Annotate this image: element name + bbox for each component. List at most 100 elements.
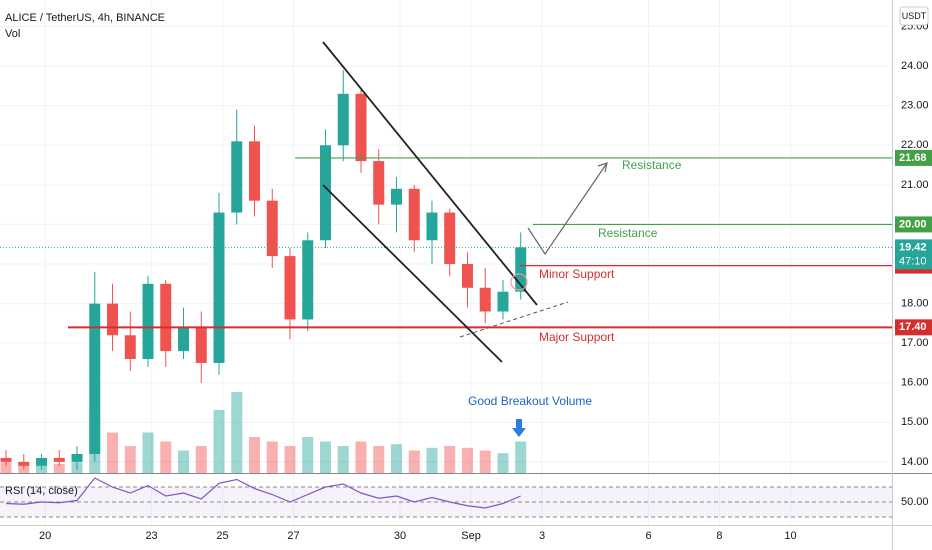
x-tick-label: 6 xyxy=(645,530,651,542)
level-text: Resistance xyxy=(598,226,658,240)
channel-upper xyxy=(322,41,538,306)
projection-arrow xyxy=(527,162,608,256)
price-label: 21.68 xyxy=(899,152,927,164)
candle-body xyxy=(497,291,509,312)
y-tick-label: 17.00 xyxy=(901,337,929,349)
rsi-line xyxy=(6,477,521,509)
volume-bar xyxy=(426,447,438,473)
price-label-box xyxy=(895,319,932,336)
volume-bar xyxy=(390,444,402,473)
volume-bar xyxy=(0,462,12,473)
y-tick-label: 24.00 xyxy=(901,60,929,72)
candle-body xyxy=(142,283,154,360)
rsi-label: RSI (14, close) xyxy=(5,485,78,497)
y-tick-label: 15.00 xyxy=(901,416,929,428)
currency-box[interactable] xyxy=(899,6,929,26)
volume-bar xyxy=(461,447,473,473)
currency[interactable]: USDT xyxy=(902,11,927,21)
candle-body xyxy=(319,145,331,241)
y-tick-label: 21.00 xyxy=(901,179,929,191)
candle-body xyxy=(461,264,473,288)
volume-bar xyxy=(142,432,154,473)
volume-bar xyxy=(160,441,172,473)
levels xyxy=(0,157,892,329)
y-tick-label: 18.00 xyxy=(901,297,929,309)
candle-body xyxy=(89,303,101,455)
level-text: Major Support xyxy=(539,330,615,344)
price-pane xyxy=(0,70,527,470)
x-tick-label: 27 xyxy=(287,530,299,542)
volume-bar xyxy=(497,453,509,473)
price-label: 20.00 xyxy=(899,218,927,230)
candle-body xyxy=(71,454,83,462)
x-tick-label: 8 xyxy=(716,530,722,542)
candle-body xyxy=(373,161,385,205)
volume-bar xyxy=(319,441,331,473)
candle-body xyxy=(124,335,136,360)
axes: 20 23 25 27 30 Sep 3 6 8 10 14.00 15.00 16.00 17.00 18… xyxy=(39,20,932,542)
volume-bar xyxy=(107,432,119,473)
x-tick-label: 30 xyxy=(394,530,406,542)
candle-body xyxy=(266,200,278,257)
y-tick-label: 16.00 xyxy=(901,377,929,389)
highlight-circle xyxy=(510,273,528,291)
volume-bar xyxy=(479,450,491,473)
down-arrow xyxy=(512,419,526,437)
candle-body xyxy=(53,457,65,462)
volume-bar xyxy=(53,464,65,473)
volume-bar xyxy=(124,446,136,473)
x-tick-label: 25 xyxy=(216,530,228,542)
volume-bar xyxy=(231,392,243,473)
volume-bar xyxy=(408,450,420,473)
candle-body xyxy=(249,141,261,201)
candle-body xyxy=(284,256,296,320)
y-tick-label: 14.00 xyxy=(901,456,929,468)
level-text: Minor Support xyxy=(539,267,615,281)
candle-body xyxy=(36,457,48,466)
chart-title: ALICE / TetherUS, 4h, BINANCE xyxy=(5,12,165,24)
price-label: 19.42 xyxy=(899,241,927,253)
volume-bar xyxy=(266,441,278,473)
candle-body xyxy=(302,240,314,320)
volume-bar xyxy=(373,446,385,473)
x-tick-label: 10 xyxy=(784,530,796,542)
candle-body xyxy=(426,212,438,241)
y-tick-label: 22.00 xyxy=(901,139,929,151)
y-tick-label: 23.00 xyxy=(901,100,929,112)
volume-bar xyxy=(515,441,527,473)
volume-bar xyxy=(337,446,349,473)
candle-body xyxy=(178,327,190,352)
level-text: Resistance xyxy=(622,158,682,172)
candle-body xyxy=(444,212,456,265)
volume-bar xyxy=(355,441,367,473)
candle-body xyxy=(408,188,420,241)
x-tick-label: 20 xyxy=(39,530,51,542)
candle-body xyxy=(18,461,30,466)
arrow-head xyxy=(597,162,608,173)
candle-body xyxy=(0,457,12,462)
grid xyxy=(0,0,892,525)
candle-body xyxy=(213,212,225,363)
candle-body xyxy=(195,327,207,363)
price-label-box xyxy=(895,216,932,233)
candle-body xyxy=(515,247,527,292)
price-label-box xyxy=(895,149,932,166)
volume-bar xyxy=(302,437,314,473)
rsi-pane xyxy=(0,477,892,518)
volume-bar xyxy=(444,446,456,473)
candle-body xyxy=(107,303,119,336)
countdown: 47:10 xyxy=(899,255,927,267)
volume-bar xyxy=(249,437,261,473)
volume-label: Vol xyxy=(5,28,20,40)
candle-body xyxy=(160,283,172,352)
annotation: Good Breakout Volume xyxy=(468,394,592,408)
volume-bar xyxy=(213,410,225,473)
price-label: 17.40 xyxy=(899,321,927,333)
volume-bar xyxy=(195,446,207,473)
rsi-tick-label: 50.00 xyxy=(901,496,929,508)
candle-body xyxy=(355,93,367,162)
volume-bar xyxy=(284,446,296,473)
candle-body xyxy=(390,188,402,205)
channel-lower xyxy=(322,184,503,363)
